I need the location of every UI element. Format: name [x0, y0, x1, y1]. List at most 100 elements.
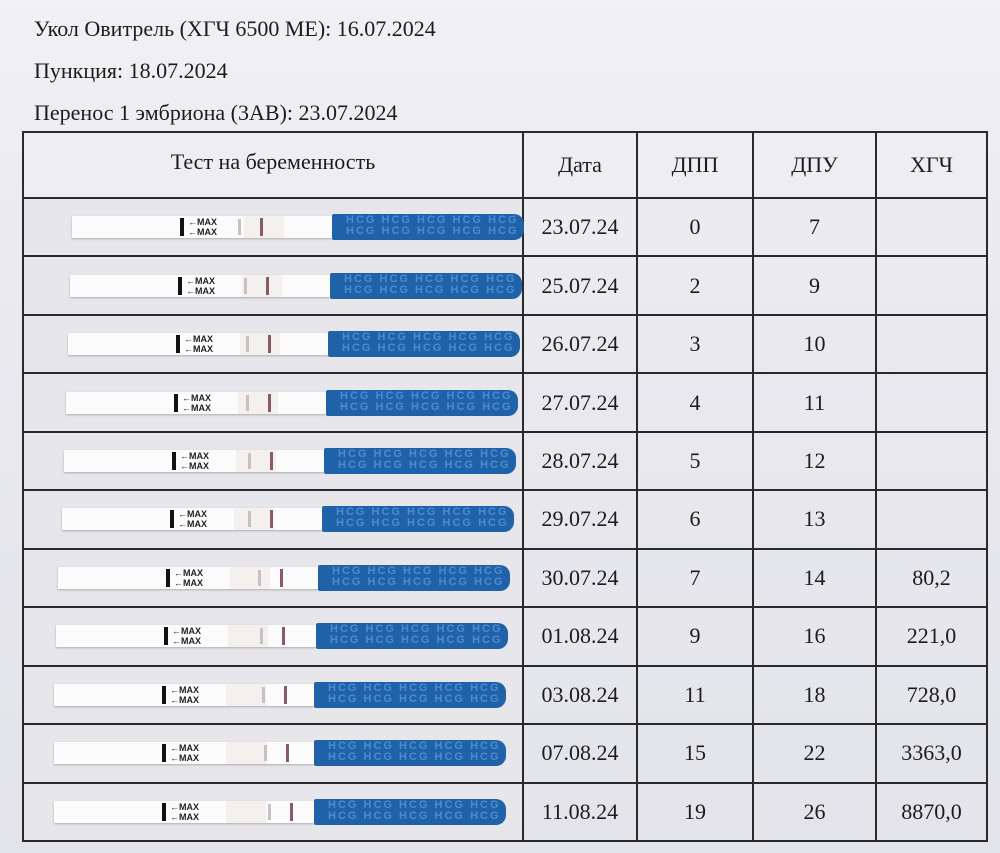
dpu-cell: 12	[752, 430, 877, 492]
dpu-cell: 10	[752, 313, 877, 375]
test-strip-cell: ←MAX ←MAX HCG HCG HCG HCG HCG HCG HCG HCG H…	[22, 606, 524, 667]
test-strip-image: ←MAX ←MAX HCG HCG HCG HCG HCG HCG HCG HCG H…	[54, 797, 506, 827]
hcg-value-cell: 80,2	[875, 547, 988, 609]
strip-max-bar	[162, 802, 166, 821]
dpp-cell: 19	[636, 781, 754, 843]
dpp-cell: 5	[636, 430, 754, 492]
strip-handle: HCG HCG HCG HCG HCG HCG HCG HCG HCG HCG	[314, 798, 506, 825]
table-row: ←MAX ←MAX HCG HCG HCG HCG HCG HCG HCG HCG H…	[22, 723, 988, 784]
strip-result-pad	[244, 216, 284, 239]
strip-max-label: ←MAX	[180, 451, 209, 462]
strip-control-line	[268, 393, 271, 412]
strip-control-line	[270, 510, 273, 529]
strip-result-pad	[242, 274, 282, 297]
dpp-cell: 9	[636, 606, 754, 667]
column-header-test: Тест на беременность	[22, 131, 524, 199]
strip-result-pad	[226, 683, 266, 706]
test-strip-image: ←MAX ←MAX HCG HCG HCG HCG HCG HCG HCG HCG H…	[58, 563, 510, 593]
strip-test-line	[246, 336, 249, 353]
strip-hcg-pattern: HCG HCG HCG HCG HCG HCG HCG HCG HCG HCG	[328, 681, 501, 705]
strip-window: ←MAX ←MAX	[66, 391, 326, 414]
test-strip-cell: ←MAX ←MAX HCG HCG HCG HCG HCG HCG HCG HCG H…	[22, 489, 524, 550]
strip-result-pad	[238, 391, 278, 414]
strip-test-line	[238, 219, 241, 236]
strip-max-label: ←MAX	[170, 694, 199, 705]
table-row: ←MAX ←MAX HCG HCG HCG HCG HCG HCG HCG HCG H…	[22, 781, 988, 843]
strip-handle: HCG HCG HCG HCG HCG HCG HCG HCG HCG HCG	[328, 331, 520, 358]
column-header-dpu: ДПУ	[752, 131, 877, 199]
hcg-value-cell: 3363,0	[875, 723, 988, 784]
strip-max-bar	[170, 510, 174, 529]
test-strip-cell: ←MAX ←MAX HCG HCG HCG HCG HCG HCG HCG HCG H…	[22, 547, 524, 609]
dpu-cell: 13	[752, 489, 877, 550]
ovitrelle-injection-line: Укол Овитрель (ХГЧ 6500 МЕ): 16.07.2024	[34, 16, 436, 41]
dpu-cell: 14	[752, 547, 877, 609]
strip-window: ←MAX ←MAX	[54, 742, 314, 765]
hcg-value-cell	[875, 255, 988, 316]
strip-control-line	[284, 685, 287, 704]
strip-max-bar	[164, 627, 168, 646]
table-row: ←MAX ←MAX HCG HCG HCG HCG HCG HCG HCG HCG H…	[22, 313, 988, 375]
strip-control-line	[268, 335, 271, 354]
strip-control-line	[286, 744, 289, 763]
strip-window: ←MAX ←MAX	[64, 450, 324, 473]
strip-test-line	[258, 569, 261, 586]
table-header-row: Тест на беременность Дата ДПП ДПУ ХГЧ	[22, 131, 988, 199]
test-strip-image: ←MAX ←MAX HCG HCG HCG HCG HCG HCG HCG HCG H…	[54, 680, 506, 710]
strip-hcg-pattern: HCG HCG HCG HCG HCG HCG HCG HCG HCG HCG	[344, 272, 517, 296]
strip-window: ←MAX ←MAX	[58, 566, 318, 589]
column-header-date: Дата	[522, 131, 638, 199]
test-strip-cell: ←MAX ←MAX HCG HCG HCG HCG HCG HCG HCG HCG H…	[22, 430, 524, 492]
table-row: ←MAX ←MAX HCG HCG HCG HCG HCG HCG HCG HCG H…	[22, 430, 988, 492]
test-strip-cell: ←MAX ←MAX HCG HCG HCG HCG HCG HCG HCG HCG H…	[22, 781, 524, 843]
dpp-cell: 11	[636, 664, 754, 726]
strip-result-pad	[228, 625, 268, 648]
strip-handle: HCG HCG HCG HCG HCG HCG HCG HCG HCG HCG	[322, 506, 514, 533]
strip-handle: HCG HCG HCG HCG HCG HCG HCG HCG HCG HCG	[332, 214, 524, 241]
strip-hcg-pattern: HCG HCG HCG HCG HCG HCG HCG HCG HCG HCG	[340, 389, 513, 413]
strip-hcg-pattern: HCG HCG HCG HCG HCG HCG HCG HCG HCG HCG	[338, 448, 511, 472]
strip-hcg-pattern: HCG HCG HCG HCG HCG HCG HCG HCG HCG HCG	[342, 331, 515, 355]
strip-max-label: ←MAX	[188, 227, 217, 238]
hcg-value-cell	[875, 489, 988, 550]
strip-control-line	[260, 218, 263, 237]
strip-control-line	[270, 452, 273, 471]
strip-hcg-pattern: HCG HCG HCG HCG HCG HCG HCG HCG HCG HCG	[328, 798, 501, 822]
strip-max-bar	[176, 335, 180, 354]
strip-max-label: ←MAX	[170, 743, 199, 754]
dpu-cell: 11	[752, 372, 877, 433]
strip-max-bar	[172, 452, 176, 471]
dpp-cell: 2	[636, 255, 754, 316]
strip-handle: HCG HCG HCG HCG HCG HCG HCG HCG HCG HCG	[318, 564, 510, 591]
test-strip-cell: ←MAX ←MAX HCG HCG HCG HCG HCG HCG HCG HCG H…	[22, 723, 524, 784]
date-cell: 25.07.24	[522, 255, 638, 316]
header-block: Укол Овитрель (ХГЧ 6500 МЕ): 16.07.2024 …	[34, 8, 436, 134]
hcg-value-cell	[875, 372, 988, 433]
table-row: ←MAX ←MAX HCG HCG HCG HCG HCG HCG HCG HCG H…	[22, 196, 988, 258]
strip-window: ←MAX ←MAX	[54, 800, 314, 823]
dpp-cell: 7	[636, 547, 754, 609]
strip-max-label: ←MAX	[170, 811, 199, 822]
date-cell: 07.08.24	[522, 723, 638, 784]
strip-control-line	[290, 802, 293, 821]
date-cell: 03.08.24	[522, 664, 638, 726]
test-strip-image: ←MAX ←MAX HCG HCG HCG HCG HCG HCG HCG HCG H…	[72, 212, 524, 242]
test-strip-image: ←MAX ←MAX HCG HCG HCG HCG HCG HCG HCG HCG H…	[70, 271, 522, 301]
strip-max-label: ←MAX	[170, 801, 199, 812]
strip-window: ←MAX ←MAX	[68, 333, 328, 356]
strip-result-pad	[236, 450, 276, 473]
strip-window: ←MAX ←MAX	[70, 274, 330, 297]
date-cell: 30.07.24	[522, 547, 638, 609]
test-strip-image: ←MAX ←MAX HCG HCG HCG HCG HCG HCG HCG HCG H…	[56, 621, 508, 651]
strip-max-label: ←MAX	[188, 217, 217, 228]
strip-max-label: ←MAX	[172, 636, 201, 647]
dpu-cell: 18	[752, 664, 877, 726]
hcg-value-cell	[875, 430, 988, 492]
date-cell: 29.07.24	[522, 489, 638, 550]
test-strip-cell: ←MAX ←MAX HCG HCG HCG HCG HCG HCG HCG HCG H…	[22, 372, 524, 433]
strip-window: ←MAX ←MAX	[56, 625, 316, 648]
strip-handle: HCG HCG HCG HCG HCG HCG HCG HCG HCG HCG	[314, 740, 506, 767]
strip-max-bar	[174, 393, 178, 412]
hcg-value-cell	[875, 313, 988, 375]
strip-test-line	[264, 745, 267, 762]
